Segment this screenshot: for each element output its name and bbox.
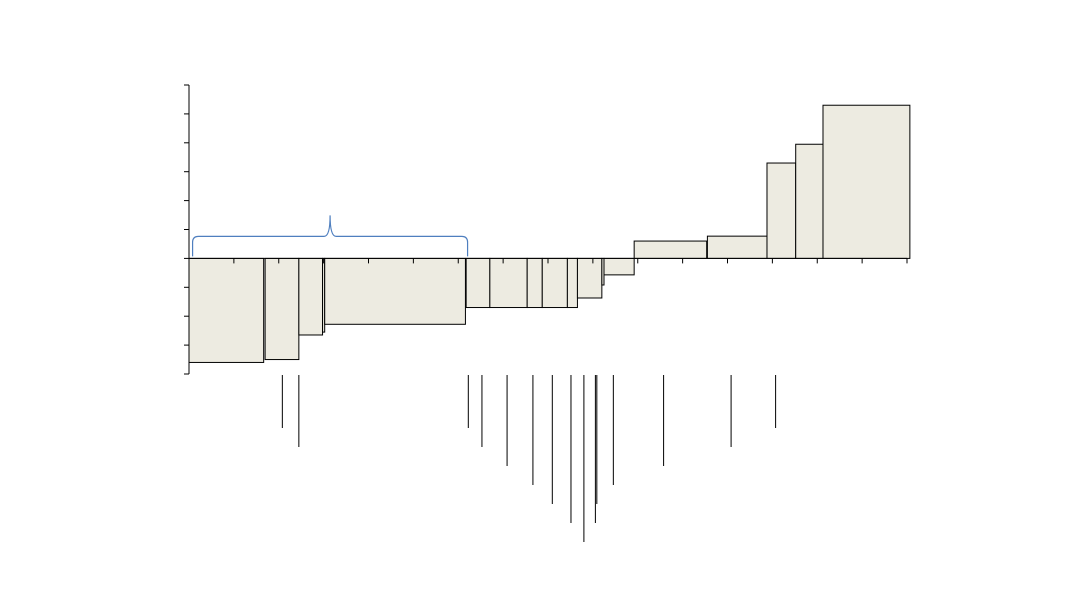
bars-layer (188, 104, 911, 363)
bar-6 (465, 257, 491, 309)
bar-7 (489, 257, 528, 309)
bar-14 (633, 240, 708, 259)
bar-8 (526, 257, 543, 309)
bar-3 (298, 257, 324, 336)
bar-2 (264, 257, 300, 361)
bar-16 (766, 162, 797, 259)
curly-brace (191, 215, 469, 257)
bar-18 (822, 104, 911, 259)
bar-10 (566, 257, 578, 309)
leader-lines-layer (281, 375, 777, 542)
bar-9 (541, 257, 568, 309)
bar-11 (576, 257, 603, 299)
bar-1 (188, 257, 265, 363)
bar-5 (324, 257, 466, 325)
bar-15 (706, 235, 768, 259)
brace-layer (191, 215, 469, 257)
bar-17 (795, 143, 824, 259)
axes-layer (184, 84, 908, 375)
bar-13 (603, 257, 635, 276)
